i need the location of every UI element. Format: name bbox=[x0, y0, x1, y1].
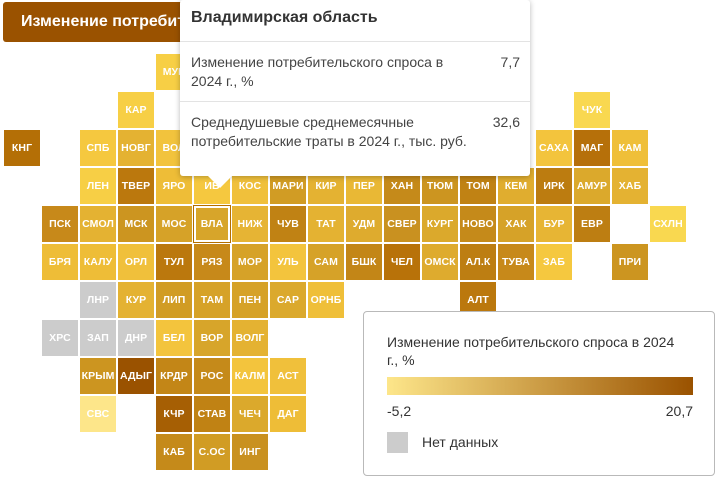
region-tile-ТАМ[interactable]: ТАМ bbox=[194, 282, 230, 318]
legend-nodata-label: Нет данных bbox=[422, 434, 499, 450]
region-tile-КРДР[interactable]: КРДР bbox=[156, 358, 192, 394]
tooltip-region-name: Владимирская область bbox=[191, 9, 378, 26]
region-tile-РОС[interactable]: РОС bbox=[194, 358, 230, 394]
region-tile-ТВЕР[interactable]: ТВЕР bbox=[118, 168, 154, 204]
region-tile-ЧЕЛ[interactable]: ЧЕЛ bbox=[384, 244, 420, 280]
region-tile-МОР[interactable]: МОР bbox=[232, 244, 268, 280]
region-tile-ПРИ[interactable]: ПРИ bbox=[612, 244, 648, 280]
region-tile-САМ[interactable]: САМ bbox=[308, 244, 344, 280]
legend-nodata-swatch bbox=[387, 432, 408, 453]
region-tile-ОРНБ[interactable]: ОРНБ bbox=[308, 282, 344, 318]
region-tile-БРЯ[interactable]: БРЯ bbox=[42, 244, 78, 280]
region-tile-АДЫГ[interactable]: АДЫГ bbox=[118, 358, 154, 394]
region-tile-АЛ.К[interactable]: АЛ.К bbox=[460, 244, 496, 280]
region-tile-БЕЛ[interactable]: БЕЛ bbox=[156, 320, 192, 356]
region-tile-НИЖ[interactable]: НИЖ bbox=[232, 206, 268, 242]
region-tile-ВОЛГ[interactable]: ВОЛГ bbox=[232, 320, 268, 356]
region-tile-С.ОС[interactable]: С.ОС bbox=[194, 434, 230, 470]
region-tile-БШК[interactable]: БШК bbox=[346, 244, 382, 280]
region-tile-ХАБ[interactable]: ХАБ bbox=[612, 168, 648, 204]
region-tile-ВЛА[interactable]: ВЛА bbox=[194, 206, 230, 242]
region-tile-ТУВА[interactable]: ТУВА bbox=[498, 244, 534, 280]
region-tile-ДНР[interactable]: ДНР bbox=[118, 320, 154, 356]
region-tile-МСК[interactable]: МСК bbox=[118, 206, 154, 242]
region-tile-ТУЛ[interactable]: ТУЛ bbox=[156, 244, 192, 280]
region-tile-КАР[interactable]: КАР bbox=[118, 92, 154, 128]
region-tile-КАЛМ[interactable]: КАЛМ bbox=[232, 358, 268, 394]
legend: Изменение потребительского спроса в 2024… bbox=[363, 311, 715, 476]
tooltip-label-demand-change: Изменение потребительского спроса в 2024… bbox=[191, 54, 444, 89]
region-tile-ПСК[interactable]: ПСК bbox=[42, 206, 78, 242]
region-tile-ЕВР[interactable]: ЕВР bbox=[574, 206, 610, 242]
region-tile-РЯЗ[interactable]: РЯЗ bbox=[194, 244, 230, 280]
region-tile-САХА[interactable]: САХА bbox=[536, 130, 572, 166]
tooltip-value-spending: 32,6 bbox=[492, 114, 520, 130]
region-tile-НОВО[interactable]: НОВО bbox=[460, 206, 496, 242]
region-tile-ПЕН[interactable]: ПЕН bbox=[232, 282, 268, 318]
region-tile-ЧЕЧ[interactable]: ЧЕЧ bbox=[232, 396, 268, 432]
region-tile-СВС[interactable]: СВС bbox=[80, 396, 116, 432]
region-tile-СПБ[interactable]: СПБ bbox=[80, 130, 116, 166]
region-tile-ХРС[interactable]: ХРС bbox=[42, 320, 78, 356]
region-tile-ИНГ[interactable]: ИНГ bbox=[232, 434, 268, 470]
region-tile-МАГ[interactable]: МАГ bbox=[574, 130, 610, 166]
region-tile-ЛЕН[interactable]: ЛЕН bbox=[80, 168, 116, 204]
region-tile-ЗАП[interactable]: ЗАП bbox=[80, 320, 116, 356]
region-tile-УДМ[interactable]: УДМ bbox=[346, 206, 382, 242]
region-tile-СХЛН[interactable]: СХЛН bbox=[650, 206, 686, 242]
region-tile-ПЕР[interactable]: ПЕР bbox=[346, 168, 382, 204]
tooltip-label-spending: Среднедушевые среднемесячные потребитель… bbox=[191, 114, 467, 149]
region-tile-СМОЛ[interactable]: СМОЛ bbox=[80, 206, 116, 242]
region-tile-КНГ[interactable]: КНГ bbox=[4, 130, 40, 166]
region-tile-КРЫМ[interactable]: КРЫМ bbox=[80, 358, 116, 394]
tooltip-divider bbox=[180, 101, 530, 102]
region-tile-ОРЛ[interactable]: ОРЛ bbox=[118, 244, 154, 280]
legend-color-scale bbox=[387, 377, 693, 395]
region-tile-АСТ[interactable]: АСТ bbox=[270, 358, 306, 394]
region-tooltip: Владимирская область Изменение потребите… bbox=[180, 0, 530, 176]
tooltip-value-demand-change: 7,7 bbox=[500, 54, 520, 70]
region-tile-ЛИП[interactable]: ЛИП bbox=[156, 282, 192, 318]
region-tile-ИРК[interactable]: ИРК bbox=[536, 168, 572, 204]
region-tile-ДАГ[interactable]: ДАГ bbox=[270, 396, 306, 432]
region-tile-СТАВ[interactable]: СТАВ bbox=[194, 396, 230, 432]
region-tile-КАМ[interactable]: КАМ bbox=[612, 130, 648, 166]
region-tile-ЛНР[interactable]: ЛНР bbox=[80, 282, 116, 318]
region-tile-ВОР[interactable]: ВОР bbox=[194, 320, 230, 356]
region-tile-ТАТ[interactable]: ТАТ bbox=[308, 206, 344, 242]
region-tile-КЧР[interactable]: КЧР bbox=[156, 396, 192, 432]
region-tile-ЗАБ[interactable]: ЗАБ bbox=[536, 244, 572, 280]
region-tile-УЛЬ[interactable]: УЛЬ bbox=[270, 244, 306, 280]
region-tile-СВЕР[interactable]: СВЕР bbox=[384, 206, 420, 242]
region-tile-КУР[interactable]: КУР bbox=[118, 282, 154, 318]
region-tile-АМУР[interactable]: АМУР bbox=[574, 168, 610, 204]
tooltip-pointer bbox=[208, 176, 232, 188]
region-tile-БУР[interactable]: БУР bbox=[536, 206, 572, 242]
region-tile-КУРГ[interactable]: КУРГ bbox=[422, 206, 458, 242]
region-tile-НОВГ[interactable]: НОВГ bbox=[118, 130, 154, 166]
region-tile-ХАК[interactable]: ХАК bbox=[498, 206, 534, 242]
region-tile-САР[interactable]: САР bbox=[270, 282, 306, 318]
tooltip-divider bbox=[180, 41, 530, 42]
region-tile-ЧУВ[interactable]: ЧУВ bbox=[270, 206, 306, 242]
legend-title: Изменение потребительского спроса в 2024… bbox=[387, 334, 675, 368]
legend-min-label: -5,2 bbox=[387, 403, 412, 419]
region-tile-ОМСК[interactable]: ОМСК bbox=[422, 244, 458, 280]
region-tile-КАЛУ[interactable]: КАЛУ bbox=[80, 244, 116, 280]
region-tile-ЧУК[interactable]: ЧУК bbox=[574, 92, 610, 128]
legend-max-label: 20,7 bbox=[665, 403, 693, 419]
region-tile-МОС[interactable]: МОС bbox=[156, 206, 192, 242]
region-tile-КАБ[interactable]: КАБ bbox=[156, 434, 192, 470]
